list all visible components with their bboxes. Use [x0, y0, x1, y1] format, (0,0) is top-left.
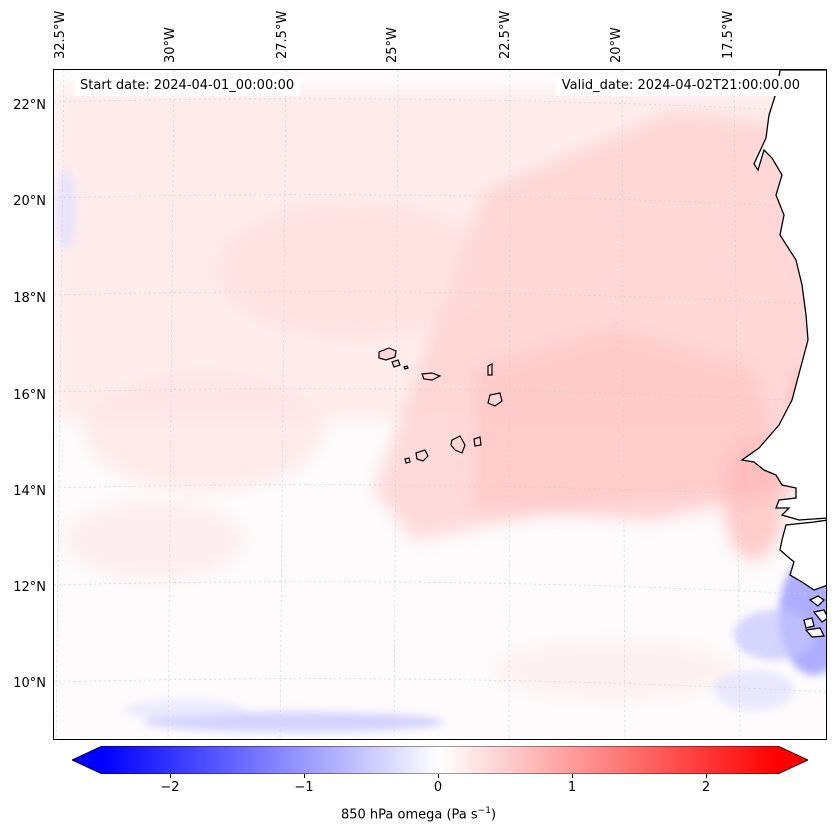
colorbar-tick-mark — [170, 774, 171, 778]
lat-label-22n: 22°N — [13, 98, 46, 113]
colorbar-title: 850 hPa omega (Pa s−1) — [0, 806, 837, 822]
colorbar-tick-label: 0 — [433, 780, 443, 795]
omega-negative-field — [56, 170, 826, 732]
colorbar-tick-mark — [438, 774, 439, 778]
colorbar-title-close: ) — [490, 807, 497, 823]
colorbar-right-extend — [778, 746, 808, 774]
lat-label-20n: 20°N — [13, 194, 46, 209]
lon-label-17-5w: 17.5°W — [721, 10, 736, 59]
omega-positive-field — [54, 90, 826, 700]
lon-label-27-5w: 27.5°W — [275, 10, 290, 59]
colorbar-gradient — [102, 746, 778, 774]
graticule — [54, 70, 826, 739]
colorbar-tick-mark — [706, 774, 707, 778]
colorbar-tick-label: 2 — [701, 780, 711, 795]
lon-label-25w: 25°W — [385, 27, 400, 63]
cape-verde-islands — [378, 347, 503, 464]
omega-field-map — [54, 70, 826, 739]
colorbar-tick-mark — [572, 774, 573, 778]
colorbar-tick-label: −2 — [160, 780, 180, 795]
colorbar — [72, 746, 808, 774]
lat-label-10n: 10°N — [13, 676, 46, 691]
colorbar-tick-label: 1 — [567, 780, 577, 795]
lon-label-32-5w: 32.5°W — [53, 10, 68, 59]
african-coastline — [740, 70, 826, 638]
lat-label-14n: 14°N — [13, 484, 46, 499]
start-date-label: Start date: 2024-04-01_00:00:00 — [74, 76, 301, 96]
lat-label-18n: 18°N — [13, 291, 46, 306]
colorbar-title-exponent: −1 — [477, 806, 491, 816]
map-panel[interactable]: Start date: 2024-04-01_00:00:00 Valid_da… — [53, 69, 827, 740]
colorbar-left-extend — [72, 746, 102, 774]
lon-label-22-5w: 22.5°W — [498, 10, 513, 59]
lon-label-30w: 30°W — [163, 27, 178, 63]
lon-label-20w: 20°W — [609, 27, 624, 63]
lat-label-12n: 12°N — [13, 580, 46, 595]
colorbar-title-main: 850 hPa omega (Pa s — [340, 807, 478, 823]
colorbar-tick-label: −1 — [294, 780, 314, 795]
valid-date-label: Valid_date: 2024-04-02T21:00:00.00 — [555, 76, 806, 96]
colorbar-tick-mark — [304, 774, 305, 778]
lat-label-16n: 16°N — [13, 388, 46, 403]
